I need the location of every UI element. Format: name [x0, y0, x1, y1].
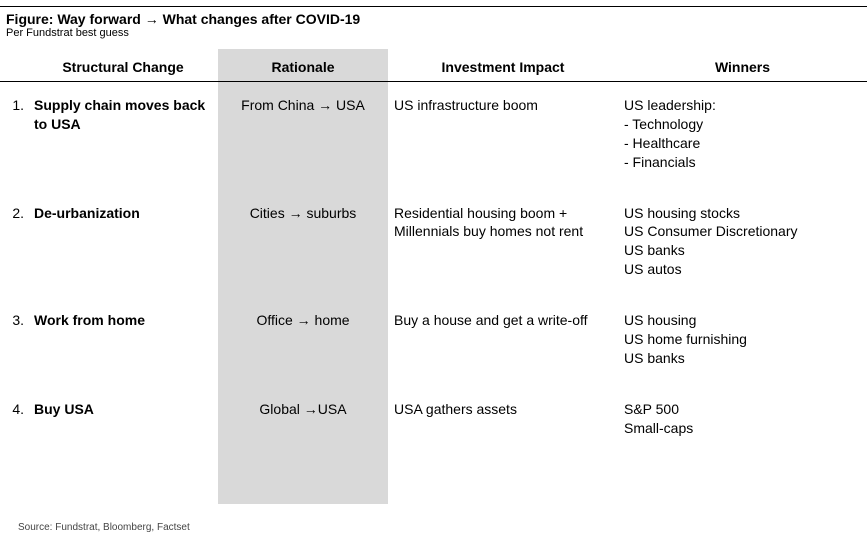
investment-impact: Buy a house and get a write-off	[388, 297, 618, 386]
row-number: 1.	[0, 82, 28, 190]
arrow-right-icon: →	[145, 11, 159, 27]
table-row: 4. Buy USA Global →USA USA gathers asset…	[0, 386, 867, 456]
title-suffix: What changes after COVID-19	[159, 11, 361, 27]
impact-text: USA gathers assets	[394, 400, 612, 419]
table-row: 3. Work from home Office → home Buy a ho…	[0, 297, 867, 386]
structural-change: De-urbanization	[28, 190, 218, 298]
winners: US housing US home furnishing US banks	[618, 297, 867, 386]
table-row: 1. Supply chain moves back to USA From C…	[0, 82, 867, 190]
table-spacer-row	[0, 456, 867, 504]
row-number: 2.	[0, 190, 28, 298]
rationale: Global →USA	[218, 386, 388, 456]
col-header-winners: Winners	[618, 49, 867, 82]
investment-impact: Residential housing boom + Millennials b…	[388, 190, 618, 298]
rationale: Cities → suburbs	[218, 190, 388, 298]
structural-change: Work from home	[28, 297, 218, 386]
figure-title: Figure: Way forward → What changes after…	[0, 9, 867, 27]
row-number: 4.	[0, 386, 28, 456]
arrow-right-icon: →	[318, 97, 332, 113]
rationale-pre: Cities	[250, 205, 289, 221]
winners: S&P 500 Small-caps	[618, 386, 867, 456]
winners: US housing stocks US Consumer Discretion…	[618, 190, 867, 298]
structural-change: Supply chain moves back to USA	[28, 82, 218, 190]
figure-container: Figure: Way forward → What changes after…	[0, 6, 867, 541]
col-header-impact: Investment Impact	[388, 49, 618, 82]
rationale: Office → home	[218, 297, 388, 386]
rationale-post: USA	[332, 97, 365, 113]
arrow-right-icon: →	[304, 401, 318, 417]
winners-text: US housing stocks US Consumer Discretion…	[624, 204, 861, 280]
rationale-pre: Global	[259, 401, 303, 417]
top-rule	[0, 6, 867, 7]
col-header-rationale: Rationale	[218, 49, 388, 82]
impact-text: Residential housing boom + Millennials b…	[394, 204, 612, 242]
table-header-row: Structural Change Rationale Investment I…	[0, 49, 867, 82]
structural-change: Buy USA	[28, 386, 218, 456]
figure-subtitle: Per Fundstrat best guess	[0, 27, 867, 49]
row-number: 3.	[0, 297, 28, 386]
arrow-right-icon: →	[297, 312, 311, 328]
winners-text: US housing US home furnishing US banks	[624, 311, 861, 368]
winners-text: US leadership: - Technology - Healthcare…	[624, 96, 861, 172]
rationale-post: USA	[318, 401, 347, 417]
investment-impact: USA gathers assets	[388, 386, 618, 456]
impact-text: US infrastructure boom	[394, 96, 612, 115]
rationale: From China → USA	[218, 82, 388, 190]
col-header-blank	[0, 49, 28, 82]
winners: US leadership: - Technology - Healthcare…	[618, 82, 867, 190]
source-line: Source: Fundstrat, Bloomberg, Factset	[0, 504, 867, 541]
rationale-post: home	[311, 312, 350, 328]
col-header-structural: Structural Change	[28, 49, 218, 82]
rationale-pre: Office	[256, 312, 296, 328]
rationale-post: suburbs	[303, 205, 357, 221]
arrow-right-icon: →	[289, 205, 303, 221]
rationale-pre: From China	[241, 97, 318, 113]
table-row: 2. De-urbanization Cities → suburbs Resi…	[0, 190, 867, 298]
title-prefix: Figure: Way forward	[6, 11, 145, 27]
investment-impact: US infrastructure boom	[388, 82, 618, 190]
impact-text: Buy a house and get a write-off	[394, 311, 612, 330]
changes-table: Structural Change Rationale Investment I…	[0, 49, 867, 504]
winners-text: S&P 500 Small-caps	[624, 400, 861, 438]
